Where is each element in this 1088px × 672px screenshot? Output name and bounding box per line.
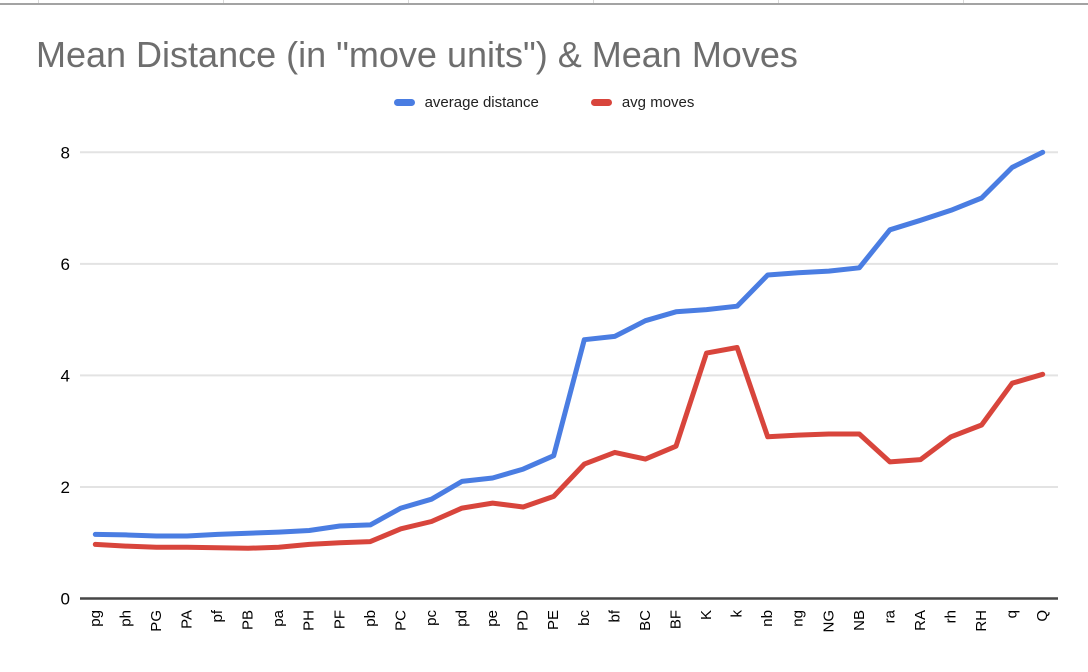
x-axis-tick-label-PE: PE — [545, 610, 562, 630]
spreadsheet-cell-border — [223, 0, 224, 3]
x-axis-tick-label-ph: ph — [117, 610, 134, 627]
x-axis-tick-label-pb: pb — [362, 610, 379, 627]
x-axis-tick-label-NB: NB — [851, 610, 868, 631]
spreadsheet-cell-border — [593, 0, 594, 3]
x-axis-tick-label-bf: bf — [606, 609, 623, 622]
y-axis-tick-label: 0 — [61, 590, 70, 609]
spreadsheet-row-sliver — [0, 0, 1088, 5]
x-axis-tick-label-PD: PD — [515, 610, 532, 631]
series-line-average-distance[interactable] — [92, 149, 1046, 539]
x-axis-tick-label-Q: Q — [1034, 610, 1051, 622]
x-axis-tick-label-pg: pg — [87, 610, 104, 627]
x-axis-tick-label-PF: PF — [331, 610, 348, 629]
x-axis-tick-label-pc: pc — [423, 610, 440, 626]
x-axis-tick-label-BC: BC — [637, 610, 654, 631]
x-axis-tick-label-k: k — [729, 610, 746, 618]
spreadsheet-cell-border — [38, 0, 39, 3]
legend-swatch-average-distance — [393, 99, 415, 106]
legend-label-avg-moves: avg moves — [621, 94, 695, 111]
x-axis-tick-label-PH: PH — [301, 610, 318, 631]
chart-title: Mean Distance (in "move units") & Mean M… — [36, 34, 798, 75]
legend-swatch-avg-moves — [590, 99, 612, 106]
legend-item-average-distance[interactable]: average distance — [393, 94, 539, 111]
x-axis-tick-label-ng: ng — [790, 610, 807, 627]
x-axis-tick-label-RA: RA — [912, 610, 929, 631]
x-axis-tick-label-K: K — [698, 610, 715, 620]
y-axis-tick-label: 2 — [61, 478, 70, 497]
y-axis-tick-label: 8 — [61, 143, 70, 162]
x-axis-tick-label-PG: PG — [148, 610, 165, 632]
chart-legend: average distance avg moves — [0, 94, 1088, 111]
x-axis-tick-label-bc: bc — [576, 610, 593, 626]
x-axis-tick-label-pa: pa — [270, 609, 287, 626]
x-axis-tick-label-ra: ra — [881, 609, 898, 623]
x-axis-tick-label-q: q — [1004, 610, 1021, 618]
x-axis-tick-label-nb: nb — [759, 610, 776, 627]
x-axis-tick-label-BF: BF — [667, 610, 684, 629]
y-axis-tick-label: 4 — [61, 366, 70, 385]
x-axis-tick-label-PA: PA — [178, 610, 195, 629]
x-axis-tick-label-PB: PB — [240, 610, 257, 630]
spreadsheet-cell-border — [408, 0, 409, 3]
x-axis-tick-label-pd: pd — [454, 610, 471, 627]
legend-item-avg-moves[interactable]: avg moves — [590, 94, 695, 111]
y-axis-tick-label: 6 — [61, 255, 70, 274]
x-axis-tick-label-PC: PC — [392, 610, 409, 631]
spreadsheet-cell-border — [963, 0, 964, 3]
x-axis-tick-label-NG: NG — [820, 610, 837, 633]
x-axis-tick-label-pe: pe — [484, 610, 501, 627]
legend-label-average-distance: average distance — [424, 94, 539, 111]
x-axis-tick-label-pf: pf — [209, 609, 226, 622]
spreadsheet-cell-border — [778, 0, 779, 3]
series-line-avg-moves[interactable] — [92, 345, 1046, 551]
x-axis-tick-label-rh: rh — [943, 610, 960, 623]
x-axis-tick-label-RH: RH — [973, 610, 990, 632]
